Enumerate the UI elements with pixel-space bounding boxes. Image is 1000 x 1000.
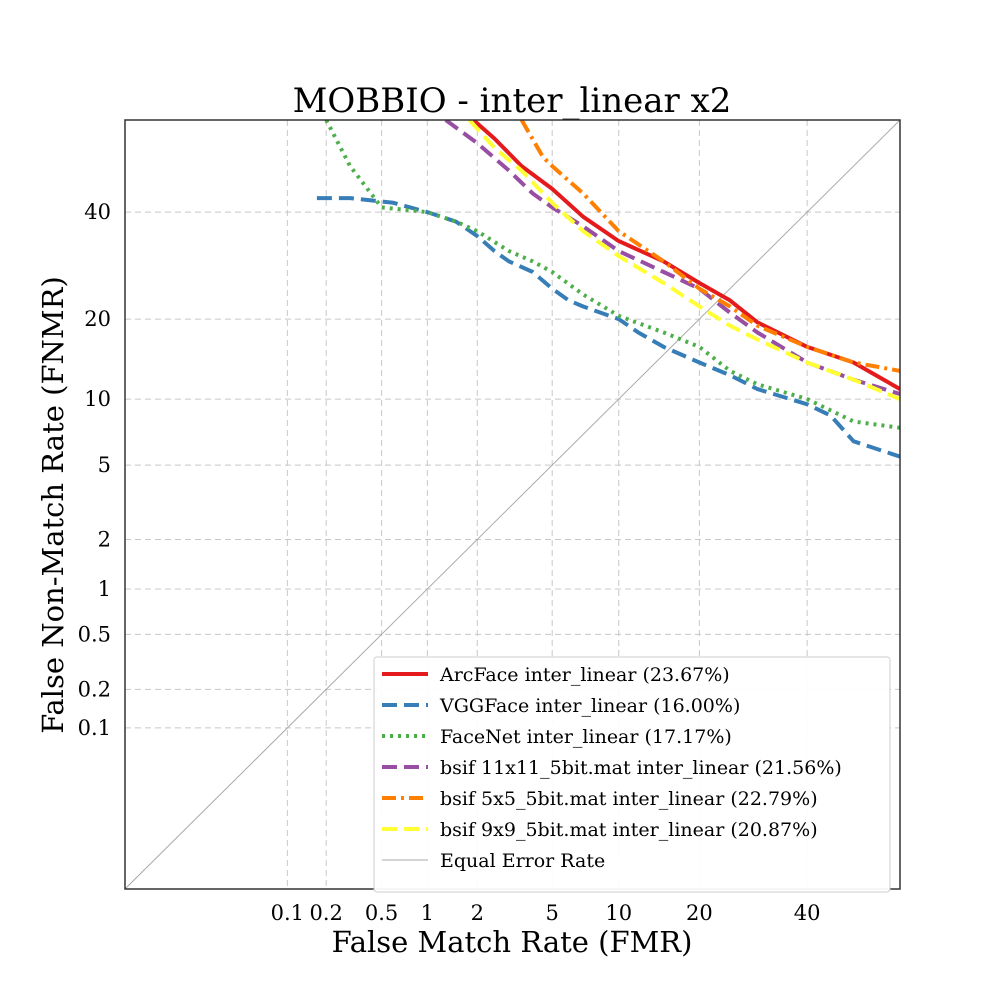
x-tick-labels: 0.1 0.2 0.5 1 2 5 10 20 40 [271,901,821,925]
series-line-bsif [519,120,900,373]
y-tick-label: 0.5 [78,622,111,646]
y-tick-label: 10 [84,387,111,411]
legend-label: bsif 9x9_5bit.mat inter_linear (20.87%) [440,819,818,841]
legend-label: FaceNet inter_linear (17.17%) [440,726,732,748]
x-tick-label: 0.5 [365,901,398,925]
y-tick-labels: 0.1 0.2 0.5 1 2 5 10 20 40 [78,200,111,740]
y-tick-label: 5 [98,453,111,477]
series-line-vggface [316,196,900,459]
y-tick-label: 0.2 [78,677,111,701]
equal-error-rate-line [125,120,900,889]
y-tick-label: 1 [98,577,111,601]
x-tick-label: 20 [686,901,713,925]
legend-label: Equal Error Rate [440,850,605,872]
y-tick-label: 20 [84,307,111,331]
legend: ArcFace inter_linear (23.67%) VGGFace int… [373,656,891,893]
x-axis-label: False Match Rate (FMR) [332,925,693,959]
legend-box [373,656,891,893]
x-tick-label: 5 [546,901,559,925]
series-line-facenet [324,120,900,430]
y-tick-label: 2 [98,527,111,551]
x-tick-label: 40 [794,901,821,925]
x-tick-label: 0.1 [271,901,304,925]
x-tick-label: 10 [605,901,632,925]
x-tick-label: 2 [471,901,484,925]
chart-title: MOBBIO - inter_linear x2 [293,81,732,121]
legend-label: VGGFace inter_linear (16.00%) [439,695,740,717]
legend-label: ArcFace inter_linear (23.67%) [439,664,730,686]
series-line-bsif [467,120,900,401]
series-lines [316,120,900,459]
series-line-arcface [472,120,900,391]
y-tick-label: 40 [84,200,111,224]
x-tick-label: 1 [421,901,434,925]
y-tick-label: 0.1 [78,716,111,740]
equal-error-rate-line [125,120,900,889]
legend-label: bsif 11x11_5bit.mat inter_linear (21.56%… [440,757,842,779]
y-axis-label: False Non-Match Rate (FNMR) [36,276,70,734]
x-tick-label: 0.2 [310,901,343,925]
legend-label: bsif 5x5_5bit.mat inter_linear (22.79%) [440,788,818,810]
